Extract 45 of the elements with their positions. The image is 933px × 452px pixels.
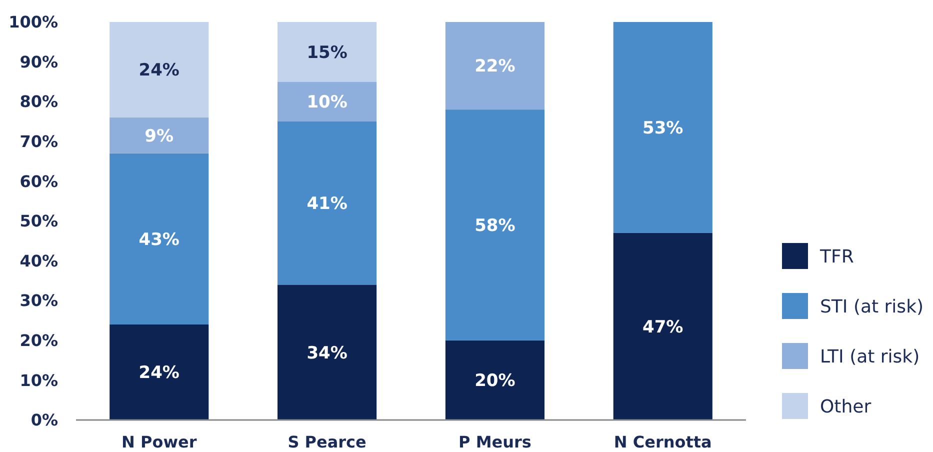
bar — [110, 118, 209, 154]
data-label: 53% — [642, 118, 684, 138]
bar — [445, 22, 544, 110]
data-label: 58% — [474, 216, 516, 236]
data-label: 24% — [138, 363, 180, 384]
data-label: 22% — [474, 56, 516, 77]
y-tick-label: 80% — [20, 92, 58, 112]
x-tick-label: N Power — [122, 432, 197, 452]
bar — [445, 110, 544, 340]
bar — [278, 122, 377, 285]
y-tick-label: 20% — [20, 331, 58, 350]
y-tick-label: 60% — [20, 172, 58, 191]
x-tick-label: P Meurs — [458, 432, 532, 452]
x-tick-label: N Cernotta — [614, 432, 712, 452]
data-label: 24% — [138, 60, 180, 81]
y-tick-label: 100% — [8, 12, 58, 32]
legend-label: Other — [820, 396, 872, 418]
data-label: 34% — [306, 343, 348, 364]
bar — [278, 82, 377, 122]
y-tick-label: 30% — [20, 291, 58, 310]
data-label: 9% — [144, 126, 174, 146]
data-label: 41% — [306, 194, 348, 214]
data-label: 10% — [306, 92, 348, 113]
bar — [445, 340, 544, 420]
legend-label: LTI (at risk) — [820, 346, 920, 368]
bar — [110, 22, 209, 118]
bar — [278, 284, 377, 420]
y-tick-label: 10% — [20, 370, 58, 390]
bar — [278, 22, 377, 82]
data-label: 43% — [138, 230, 180, 250]
data-label: 15% — [306, 42, 348, 63]
y-tick-label: 0% — [30, 410, 58, 430]
y-tick-label: 70% — [20, 132, 58, 151]
y-tick-label: 40% — [20, 251, 58, 270]
bar — [613, 232, 712, 420]
data-label: 47% — [642, 317, 684, 338]
legend-label: STI (at risk) — [820, 296, 924, 318]
data-label: 20% — [474, 371, 516, 392]
y-tick-label: 90% — [20, 52, 58, 72]
y-tick-label: 50% — [20, 212, 58, 231]
bar — [110, 324, 209, 420]
x-tick-label: S Pearce — [288, 432, 367, 452]
bar — [613, 22, 712, 233]
legend-label: TFR — [819, 246, 854, 268]
bar — [110, 153, 209, 324]
